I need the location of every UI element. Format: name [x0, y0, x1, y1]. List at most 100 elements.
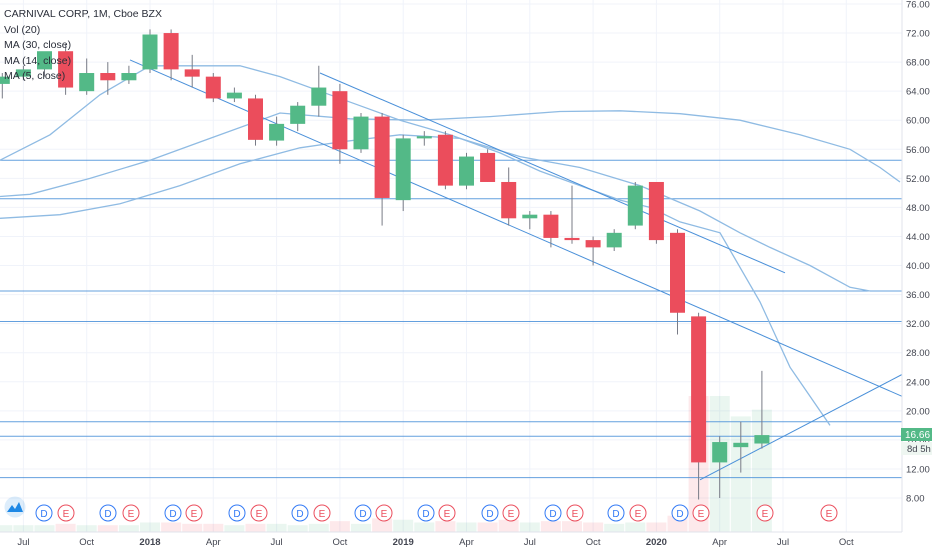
tradingview-logo-icon[interactable]: [4, 496, 26, 518]
marker-letter: E: [508, 509, 515, 520]
price-tag: 16.66 8d 5h: [901, 428, 932, 455]
candle[interactable]: [501, 167, 517, 226]
candle[interactable]: [543, 211, 559, 248]
candle[interactable]: [754, 370, 770, 449]
candle[interactable]: [670, 229, 685, 335]
earnings-marker[interactable]: E: [57, 504, 75, 522]
earnings-marker[interactable]: E: [820, 504, 838, 522]
candle-body: [121, 73, 137, 81]
price-axis[interactable]: 76.00 72.00 68.00 64.00 60.00 56.00 52.00 48.00…: [901, 0, 930, 532]
time-tick-label: Oct: [79, 537, 94, 548]
earnings-marker[interactable]: E: [375, 504, 393, 522]
candle[interactable]: [15, 65, 31, 81]
candle[interactable]: [606, 229, 622, 251]
earnings-marker[interactable]: E: [566, 504, 584, 522]
candle-body: [142, 34, 158, 70]
earnings-marker[interactable]: E: [629, 504, 647, 522]
earnings-marker[interactable]: E: [250, 504, 268, 522]
candle[interactable]: [585, 236, 601, 266]
candle[interactable]: [353, 112, 369, 153]
candle[interactable]: [691, 312, 707, 500]
earnings-marker[interactable]: E: [756, 504, 774, 522]
time-tick-label: Oct: [586, 537, 601, 548]
candle[interactable]: [269, 116, 285, 146]
candle[interactable]: [163, 29, 179, 81]
marker-circle: [99, 504, 117, 522]
candle-body: [733, 442, 749, 448]
candle[interactable]: [0, 73, 10, 99]
candle[interactable]: [564, 185, 580, 244]
dividend-marker[interactable]: D: [354, 504, 372, 522]
candle[interactable]: [437, 131, 453, 190]
candle[interactable]: [142, 29, 158, 74]
volume-bar: [34, 525, 55, 532]
price-tick-label: 56.00: [906, 145, 930, 156]
candle[interactable]: [79, 58, 95, 95]
price-tick-label: 32.00: [906, 319, 930, 330]
dividend-marker[interactable]: D: [417, 504, 435, 522]
candle[interactable]: [416, 131, 432, 146]
dividend-marker[interactable]: D: [164, 504, 182, 522]
volume-bar: [203, 523, 224, 532]
candle-body: [374, 116, 390, 198]
candle[interactable]: [37, 51, 52, 77]
candle[interactable]: [226, 87, 242, 103]
dividend-marker[interactable]: D: [607, 504, 625, 522]
candle[interactable]: [733, 421, 749, 473]
candle[interactable]: [648, 181, 664, 244]
earnings-marker[interactable]: E: [122, 504, 140, 522]
volume-bar: [456, 522, 477, 532]
dividend-marker[interactable]: D: [291, 504, 309, 522]
candle[interactable]: [184, 54, 200, 88]
candles[interactable]: [0, 29, 770, 500]
marker-letter: E: [319, 509, 326, 520]
candle[interactable]: [311, 65, 327, 117]
earnings-marker[interactable]: E: [313, 504, 331, 522]
time-tick-label: Jul: [17, 537, 29, 548]
candle[interactable]: [459, 152, 474, 190]
earnings-marker[interactable]: E: [185, 504, 203, 522]
candle[interactable]: [395, 134, 411, 212]
candle[interactable]: [290, 102, 306, 132]
candle[interactable]: [480, 149, 496, 182]
marker-circle: [481, 504, 499, 522]
candle[interactable]: [332, 83, 348, 164]
trend-line[interactable]: [129, 59, 903, 397]
dividend-marker[interactable]: D: [99, 504, 117, 522]
marker-circle: [122, 504, 140, 522]
dividend-marker[interactable]: D: [544, 504, 562, 522]
candle[interactable]: [205, 73, 221, 103]
time-axis[interactable]: Jul Oct 2018 Apr Jul Oct 2019 Apr Jul Oct 2020 Apr J…: [0, 531, 902, 548]
trend-line[interactable]: [699, 374, 903, 481]
candle[interactable]: [374, 112, 390, 226]
candle[interactable]: [121, 65, 137, 84]
dividend-marker[interactable]: D: [671, 504, 689, 522]
volume-bar: [435, 521, 456, 532]
marker-letter: D: [40, 509, 47, 520]
candle[interactable]: [58, 43, 74, 95]
price-tick-label: 72.00: [906, 29, 930, 40]
earnings-marker[interactable]: E: [502, 504, 520, 522]
marker-letter: D: [549, 509, 556, 520]
dividend-marker[interactable]: D: [35, 504, 53, 522]
candle[interactable]: [627, 181, 643, 230]
marker-letter: E: [762, 509, 769, 520]
dividend-marker[interactable]: D: [228, 504, 246, 522]
earnings-marker[interactable]: E: [692, 504, 710, 522]
marker-circle: [164, 504, 182, 522]
price-tick-label: 64.00: [906, 87, 930, 98]
marker-letter: D: [612, 509, 619, 520]
dividend-marker[interactable]: D: [481, 504, 499, 522]
candle[interactable]: [712, 436, 728, 498]
trend-channel-lines[interactable]: [129, 59, 903, 481]
candle[interactable]: [248, 94, 263, 146]
trend-line[interactable]: [319, 72, 786, 274]
legend-ma-5: MA (5, close): [4, 70, 66, 82]
candle-body: [564, 237, 580, 241]
earnings-marker[interactable]: E: [438, 504, 456, 522]
candle[interactable]: [100, 62, 116, 95]
candle[interactable]: [522, 211, 538, 230]
volume-bar: [245, 523, 266, 532]
